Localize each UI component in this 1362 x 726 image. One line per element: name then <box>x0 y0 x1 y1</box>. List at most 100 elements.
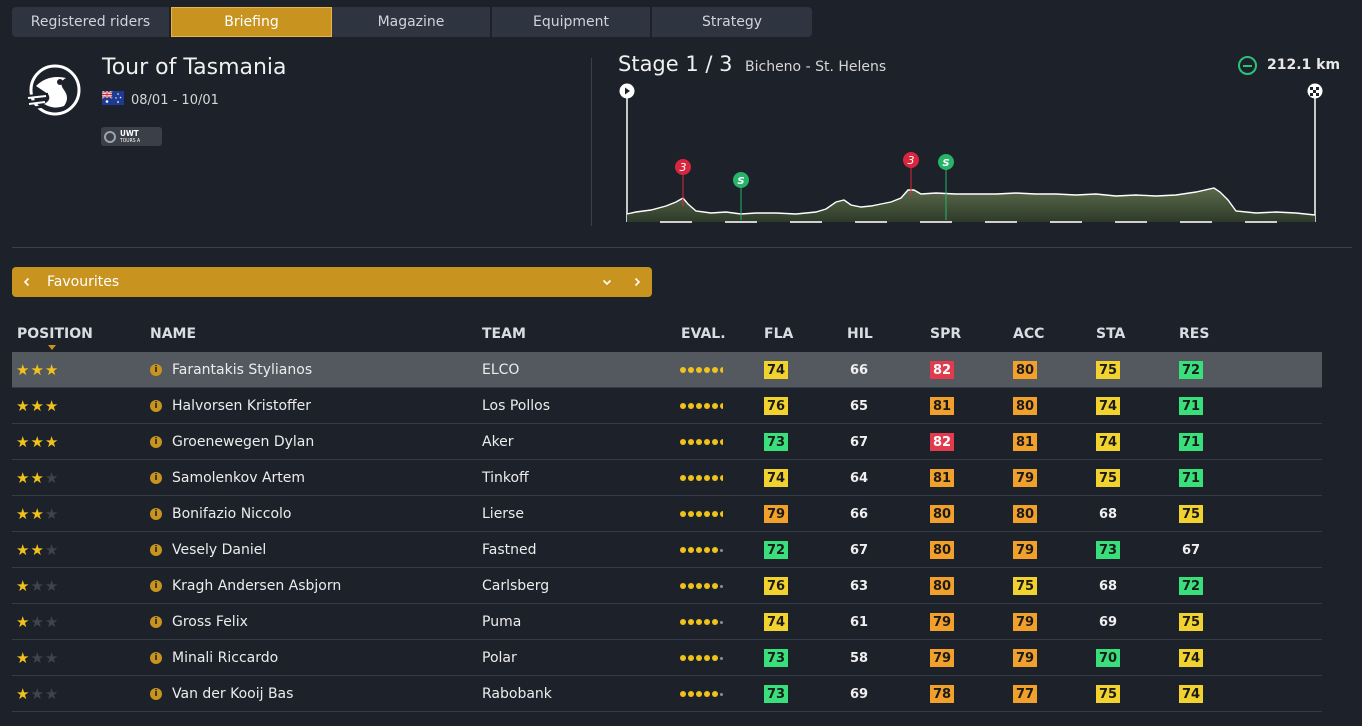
eval-dot-icon <box>680 511 686 517</box>
column-header-spr[interactable]: SPR <box>930 326 962 342</box>
table-row[interactable]: ★ ★ ★ i Farantakis Stylianos ELCO 74 66 82 80 75 72 <box>12 352 1322 388</box>
table-row[interactable]: ★ ★ ★ i Kragh Andersen Asbjorn Carlsberg 76 63 8… <box>12 568 1322 604</box>
chevron-left-icon <box>23 277 30 287</box>
finish-flag-icon <box>1307 83 1323 99</box>
table-row[interactable]: ★ ★ ★ i Minali Riccardo Polar 73 58 79 79 70 74 <box>12 640 1322 676</box>
evaluation-dots <box>680 424 726 460</box>
rider-team[interactable]: Puma <box>482 614 522 630</box>
eval-dot-icon <box>704 655 710 661</box>
rider-team[interactable]: Lierse <box>482 506 524 522</box>
rider-name[interactable]: Gross Felix <box>172 614 248 630</box>
prev-group-button[interactable] <box>12 267 42 297</box>
elevation-line <box>626 187 1316 216</box>
race-logo-icon <box>27 64 81 116</box>
table-row[interactable]: ★ ★ ★ i Halvorsen Kristoffer Los Pollos 76 65 81… <box>12 388 1322 424</box>
rider-info-icon[interactable]: i <box>150 472 162 484</box>
rider-info-icon[interactable]: i <box>150 436 162 448</box>
chevron-down-icon <box>602 279 612 286</box>
rider-team[interactable]: Tinkoff <box>482 470 529 486</box>
eval-dot-icon <box>688 547 694 553</box>
rider-team[interactable]: ELCO <box>482 362 520 378</box>
column-header-fla[interactable]: FLA <box>764 326 794 342</box>
stat-acc: 80 <box>1013 361 1037 379</box>
stat-spr: 80 <box>930 577 954 595</box>
rider-name[interactable]: Bonifazio Niccolo <box>172 506 292 522</box>
rider-name[interactable]: Van der Kooij Bas <box>172 686 294 702</box>
rider-name[interactable]: Samolenkov Artem <box>172 470 306 486</box>
tab-equipment[interactable]: Equipment <box>492 7 652 37</box>
rider-info-icon[interactable]: i <box>150 400 162 412</box>
rider-name[interactable]: Kragh Andersen Asbjorn <box>172 578 342 594</box>
eval-dot-icon <box>720 403 726 409</box>
table-row[interactable]: ★ ★ ★ i Gross Felix Puma 74 61 79 79 69 75 <box>12 604 1322 640</box>
column-header-sta[interactable]: STA <box>1096 326 1126 342</box>
stat-sta: 73 <box>1096 541 1120 559</box>
tab-strategy[interactable]: Strategy <box>652 7 812 37</box>
column-header-position[interactable]: POSITION <box>17 326 93 342</box>
eval-dot-icon <box>680 583 686 589</box>
star-icon: ★ <box>30 396 44 415</box>
tab-magazine[interactable]: Magazine <box>332 7 492 37</box>
star-icon: ★ <box>16 360 30 379</box>
next-group-button[interactable] <box>622 267 652 297</box>
stat-acc: 79 <box>1013 541 1037 559</box>
stat-hil: 67 <box>849 434 869 450</box>
eval-dot-icon <box>712 511 718 517</box>
rider-info-icon[interactable]: i <box>150 544 162 556</box>
eval-dot-icon <box>680 547 686 553</box>
stage-profile-chart[interactable]: 3 S 3 S <box>616 82 1328 228</box>
stat-sta: 74 <box>1096 433 1120 451</box>
eval-dot-icon <box>688 583 694 589</box>
rider-info-icon[interactable]: i <box>150 688 162 700</box>
tab-briefing[interactable]: Briefing <box>171 7 332 37</box>
elevation-area <box>627 188 1315 222</box>
table-row[interactable]: ★ ★ ★ i Bonifazio Niccolo Lierse 79 66 80 80 68 75 <box>12 496 1322 532</box>
eval-dot-icon <box>704 547 710 553</box>
stat-spr: 81 <box>930 397 954 415</box>
tab-registered-riders[interactable]: Registered riders <box>12 7 171 37</box>
star-icon: ★ <box>44 540 59 559</box>
rider-team[interactable]: Aker <box>482 434 514 450</box>
rider-info-icon[interactable]: i <box>150 652 162 664</box>
rider-team[interactable]: Carlsberg <box>482 578 550 594</box>
star-icon: ★ <box>44 612 59 631</box>
rider-info-icon[interactable]: i <box>150 580 162 592</box>
rider-info-icon[interactable]: i <box>150 508 162 520</box>
eval-dot-icon <box>696 403 702 409</box>
rider-team[interactable]: Los Pollos <box>482 398 551 414</box>
star-icon: ★ <box>44 504 59 523</box>
position-stars: ★ ★ ★ <box>16 496 58 532</box>
column-header-acc[interactable]: ACC <box>1013 326 1045 342</box>
rider-group-selector[interactable]: Favourites <box>12 267 652 297</box>
eval-dot-icon <box>696 691 702 697</box>
table-row[interactable]: ★ ★ ★ i Van der Kooij Bas Rabobank 73 69 78 77 75 7… <box>12 676 1322 712</box>
rider-info-icon[interactable]: i <box>150 616 162 628</box>
stat-sta: 68 <box>1098 578 1118 594</box>
sprint-marker-2: S <box>938 154 954 170</box>
table-row[interactable]: ★ ★ ★ i Groenewegen Dylan Aker 73 67 82 81 74 71 <box>12 424 1322 460</box>
column-header-res[interactable]: RES <box>1179 326 1210 342</box>
column-header-eval[interactable]: EVAL. <box>681 326 726 342</box>
column-header-name[interactable]: NAME <box>150 326 197 342</box>
stat-spr: 80 <box>930 541 954 559</box>
star-icon: ★ <box>30 360 44 379</box>
rider-name[interactable]: Minali Riccardo <box>172 650 279 666</box>
column-header-team[interactable]: TEAM <box>482 326 526 342</box>
rider-team[interactable]: Fastned <box>482 542 537 558</box>
evaluation-dots <box>680 496 726 532</box>
table-row[interactable]: ★ ★ ★ i Vesely Daniel Fastned 72 67 80 79 73 67 <box>12 532 1322 568</box>
rider-team[interactable]: Rabobank <box>482 686 552 702</box>
star-icon: ★ <box>30 468 44 487</box>
rider-name[interactable]: Farantakis Stylianos <box>172 362 313 378</box>
group-dropdown-button[interactable] <box>592 267 622 297</box>
table-row[interactable]: ★ ★ ★ i Samolenkov Artem Tinkoff 74 64 81 79 75 71 <box>12 460 1322 496</box>
rider-name[interactable]: Halvorsen Kristoffer <box>172 398 312 414</box>
eval-dot-icon <box>712 547 718 553</box>
rider-name[interactable]: Vesely Daniel <box>172 542 267 558</box>
eval-dot-icon <box>720 367 726 373</box>
column-header-hil[interactable]: HIL <box>847 326 873 342</box>
rider-name[interactable]: Groenewegen Dylan <box>172 434 315 450</box>
eval-dot-icon <box>720 439 726 445</box>
rider-info-icon[interactable]: i <box>150 364 162 376</box>
rider-team[interactable]: Polar <box>482 650 517 666</box>
